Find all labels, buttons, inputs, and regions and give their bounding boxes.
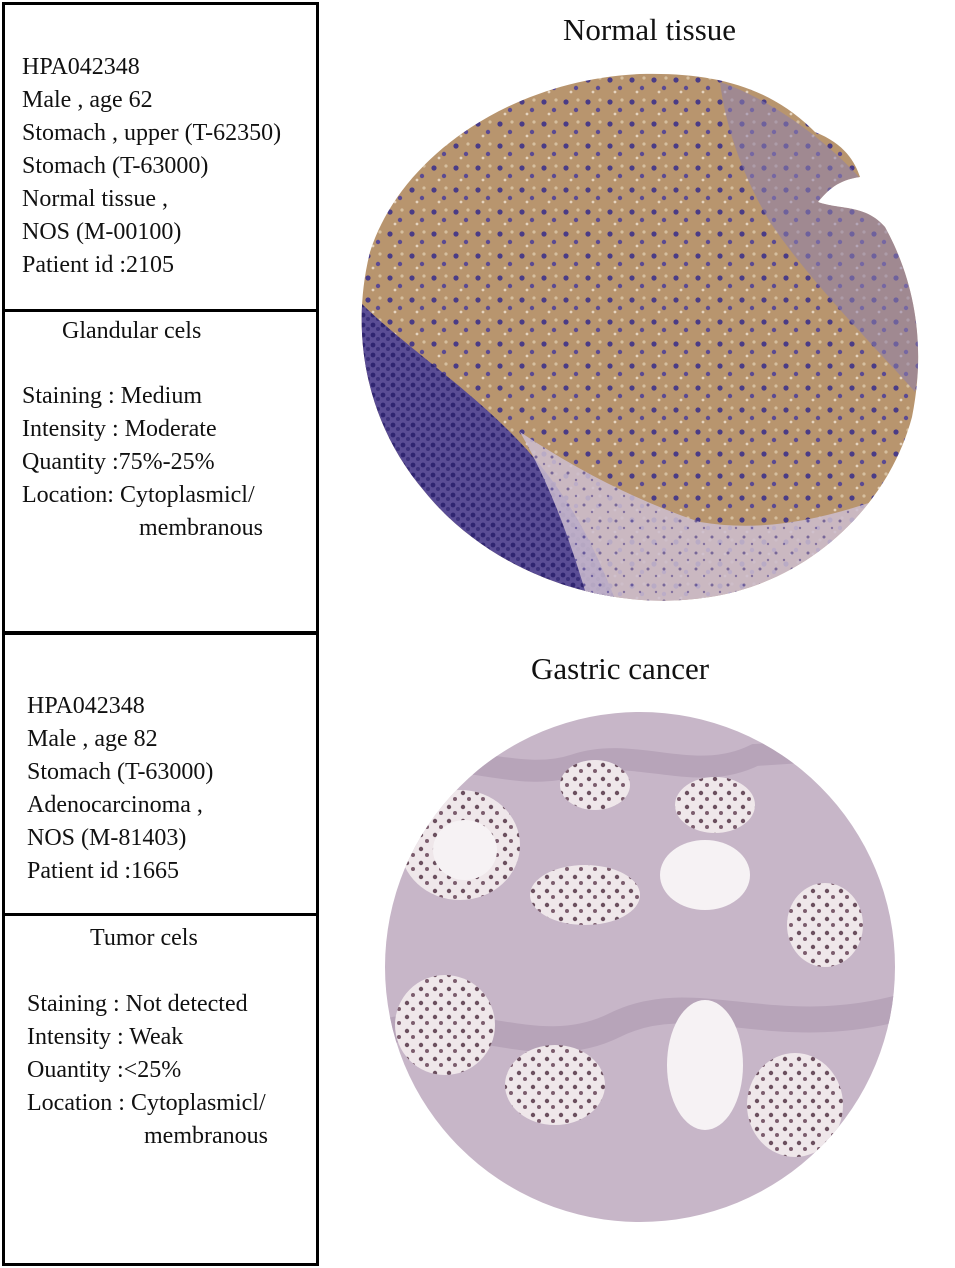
patient-id: Patient id :1665 [27,858,179,884]
cancer-info-panel: HPA042348 Male , age 82 Stomach (T-63000… [2,632,319,1266]
patient-id: Patient id :2105 [22,252,174,278]
tissue-type: Normal tissue , [22,186,168,212]
tissue-type: Adenocarcinoma , [27,792,203,818]
normal-tissue-title: Normal tissue [563,12,737,47]
tissue-site: Stomach , upper (T-62350) [22,120,282,146]
normal-info-panel: HPA042348 Male , age 62 Stomach , upper … [2,2,319,634]
staining-location: Location: Cytoplasmicl/ [22,482,255,508]
patient-sex-age: Male , age 82 [27,726,158,752]
staining-level: Staining : Not detected [27,991,248,1017]
gastric-cancer-title: Gastric cancer [531,651,710,686]
antibody-id: HPA042348 [27,693,145,719]
tissue-code: NOS (M-81403) [27,825,187,851]
cell-type-heading: Glandular cels [62,318,202,344]
gastric-cancer-micrograph [385,712,895,1222]
tissue-organ: Stomach (T-63000) [22,153,209,179]
staining-location-cont: membranous [139,515,263,541]
staining-location-cont: membranous [144,1123,268,1149]
tissue-code: NOS (M-00100) [22,219,182,245]
staining-quantity: Ouantity :<25% [27,1057,182,1083]
staining-intensity: Intensity : Weak [27,1024,184,1050]
staining-quantity: Quantity :75%-25% [22,449,215,475]
section-divider [5,913,316,916]
staining-intensity: Intensity : Moderate [22,416,217,442]
tissue-organ: Stomach (T-63000) [27,759,214,785]
patient-sex-age: Male , age 62 [22,87,153,113]
section-divider [5,309,316,312]
cell-type-heading: Tumor cels [90,925,198,951]
staining-level: Staining : Medium [22,383,202,409]
staining-location: Location : Cytoplasmicl/ [27,1090,266,1116]
normal-tissue-micrograph [361,73,919,601]
antibody-id: HPA042348 [22,54,140,80]
